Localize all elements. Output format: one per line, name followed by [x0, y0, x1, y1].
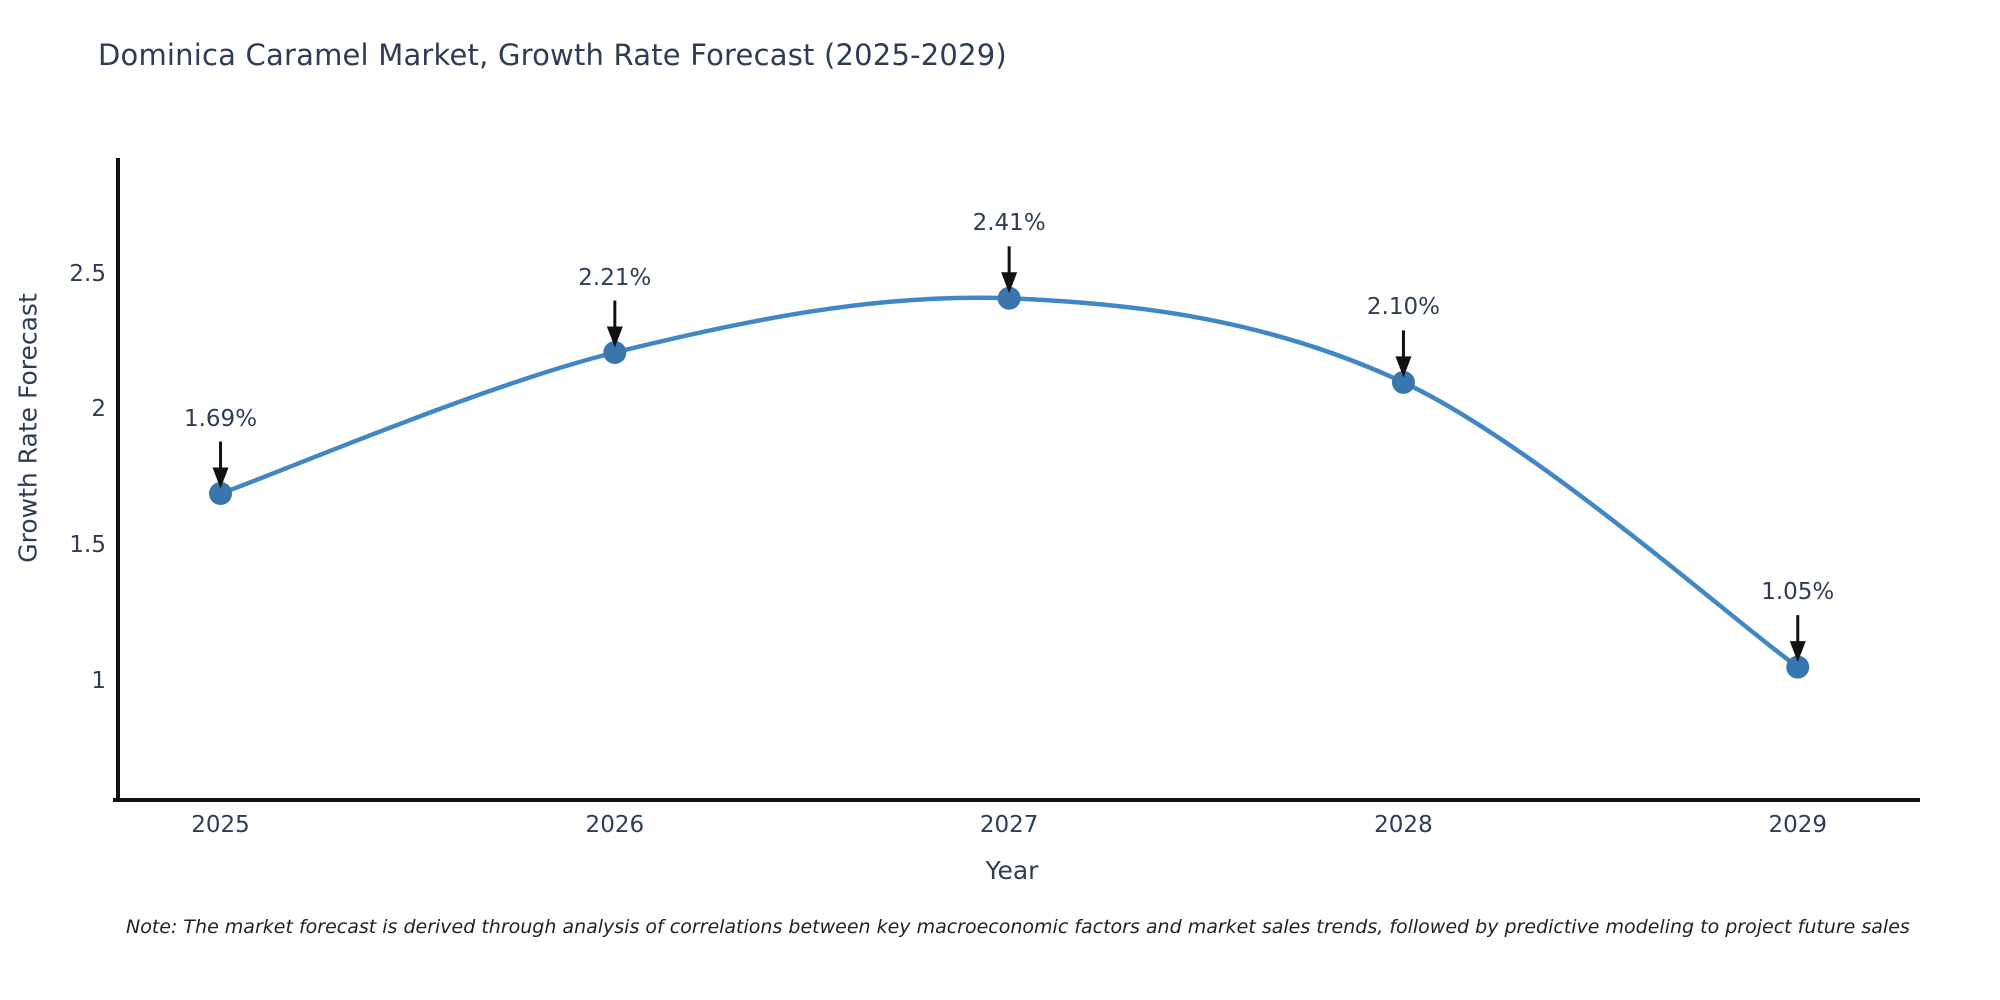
data-point-label: 2.21%	[578, 264, 652, 291]
data-point-label: 1.69%	[183, 405, 258, 432]
x-axis-title: Year	[985, 856, 1039, 885]
data-point-label: 2.10%	[1366, 294, 1440, 321]
data-point-label: 2.41%	[972, 210, 1046, 237]
footnote: Note: The market forecast is derived thr…	[126, 916, 1910, 938]
data-point-marker	[603, 341, 627, 365]
annotation-arrow-head	[1789, 641, 1806, 663]
x-tick-label: 2026	[585, 812, 645, 838]
annotation-arrow-head	[1395, 356, 1412, 378]
y-tick-label: 2.5	[69, 260, 106, 287]
annotation-arrow-head	[606, 326, 623, 348]
data-point-marker	[997, 286, 1021, 310]
x-tick-label: 2028	[1374, 812, 1433, 838]
x-tick-label: 2029	[1768, 812, 1828, 838]
chart-title: Dominica Caramel Market, Growth Rate For…	[98, 38, 1007, 72]
x-tick-label: 2025	[191, 812, 250, 838]
data-point-marker	[209, 482, 233, 506]
y-tick-label: 1	[91, 667, 106, 694]
data-point-label: 1.05%	[1761, 579, 1835, 606]
data-point-marker	[1786, 655, 1810, 679]
y-tick-label: 1.5	[69, 532, 106, 559]
annotation-arrow-head	[212, 467, 229, 489]
x-tick-label: 2027	[979, 812, 1039, 838]
y-tick-label: 2	[91, 396, 106, 423]
data-point-marker	[1391, 370, 1415, 394]
forecast-line	[218, 295, 1801, 670]
annotation-arrow-head	[1001, 272, 1018, 294]
